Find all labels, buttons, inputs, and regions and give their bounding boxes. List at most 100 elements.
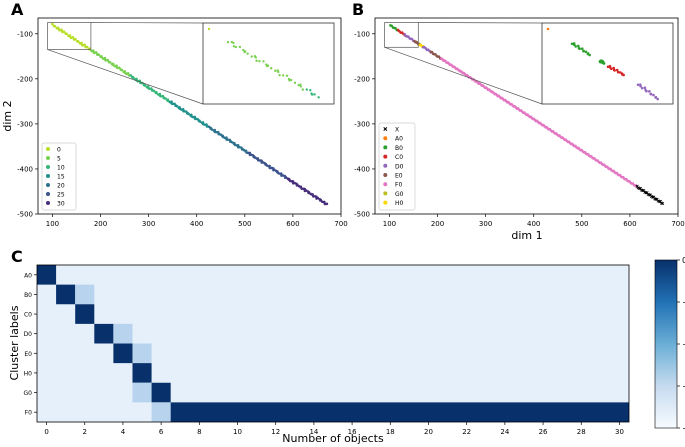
y-tick-label: F0 [25,410,32,417]
inset-point [255,59,258,62]
heatmap-cell [75,304,95,324]
panel-b-scatter: 100 200 300 400 500 600 700 -100 -200 -300 -400 -5… [354,17,685,242]
inset-point [301,88,305,91]
y-tick-label: A0 [24,272,32,279]
legend-marker [383,182,388,187]
scatter-point [296,183,299,187]
inset-point [652,93,655,97]
heatmap-cell [151,402,171,422]
scatter-point [236,143,240,147]
inset-point [310,93,314,96]
inset-point [584,50,588,54]
heatmap-cell [56,284,76,305]
inset-point [250,55,253,58]
x-tick-label: 14 [309,428,318,436]
inset-point [313,93,316,96]
legend-marker [46,201,50,205]
x-tick-label: 200 [431,220,444,228]
colorbar-tick-label: −1 [682,298,685,307]
inset-frame [541,22,674,105]
panel-a-scatter: 100 200 300 400 500 600 700 -100-200-300-400-5… [1,17,348,228]
panel-b-xlabel: dim 1 [511,229,542,242]
inset-point [232,41,235,45]
inset-point [648,90,651,93]
heatmap-cell [132,363,152,383]
x-tick-label: 0 [44,428,48,436]
x-tick-label: 20 [424,428,433,436]
inset-point [578,47,581,51]
inset-point [586,52,590,55]
y-tick-label: E0 [24,351,32,358]
panel-c-heatmap: 0 2 4 6 8 10 12 14 16 18 20 22 24 26 28 30 A0B0C0D0E0H0… [8,256,685,445]
inset-point [309,89,312,92]
colorbar [654,259,678,429]
inset-point [602,61,605,65]
scatter-point [51,22,54,26]
panel-letter-a: A [11,0,24,19]
x-tick-label: 300 [142,220,155,228]
scatter-point [117,66,121,70]
panel-letter-b: B [352,0,364,19]
scatter-point [319,198,323,202]
x-tick-label: 100 [383,220,396,228]
scatter-point [279,172,283,175]
y-tick-label: G0 [24,390,33,397]
scatter-point [647,193,651,197]
inset-point [278,73,281,77]
inset-point [281,74,285,77]
y-tick-label: B0 [24,292,32,299]
legend-label: 25 [57,192,65,199]
scatter-point [155,91,158,95]
x-tick-label: 300 [479,220,492,228]
scatter-point [284,175,288,179]
heatmap-cell [113,343,133,364]
zoom-source-box [384,22,419,48]
panel-b-points [389,24,665,206]
inset-point [289,78,293,82]
y-tick-label: -200 [17,75,33,83]
scatter-point [106,58,110,62]
inset-point [645,89,648,93]
legend-label: D0 [395,163,404,170]
x-tick-label: 28 [577,428,586,436]
inset-point [616,70,620,74]
panel-a-ylabel: dim 2 [1,100,14,131]
inset-point [570,42,574,46]
inset-point [606,65,610,69]
x-tick-label: 500 [238,220,251,228]
panel-a-x-axis: 100 200 300 400 500 600 700 [46,214,348,228]
scatter-point [272,168,276,171]
scatter-point [77,40,80,43]
scatter-point [644,191,648,195]
y-tick-label: -100 [17,30,33,38]
x-tick-label: 18 [386,428,395,436]
inset-point [232,45,236,48]
x-tick-label: 10 [233,428,242,436]
inset-frame [202,22,335,105]
scatter-point [198,120,202,123]
zoom-connector [47,49,204,105]
legend-label: 30 [57,201,65,208]
legend-label: 15 [57,174,65,181]
x-tick-label: 8 [197,428,201,436]
y-tick-label: H0 [24,370,33,377]
legend-label: A0 [395,136,403,143]
inset-point [615,68,619,72]
inset-point [246,52,249,55]
scatter-point [94,51,98,54]
scatter-point [85,45,89,49]
inset-point [636,83,640,87]
legend-marker [383,200,388,205]
colorbar-tick-label: −2 [682,340,685,349]
inset-point [226,41,230,44]
legend-label: C0 [395,154,403,161]
panel-a-y-axis: -100 -200 -300 -400 -500 [17,30,38,219]
inset-point [238,45,242,49]
colorbar-tick-label: −3 [682,382,685,391]
legend-label: B0 [395,145,403,152]
inset-point [656,97,659,101]
x-tick-label: 4 [121,428,126,436]
scatter-point [291,180,295,183]
y-tick-label: -200 [354,75,370,83]
panel-c-x-axis: 0 2 4 6 8 10 12 14 16 18 20 22 24 26 28 30 [44,422,624,436]
